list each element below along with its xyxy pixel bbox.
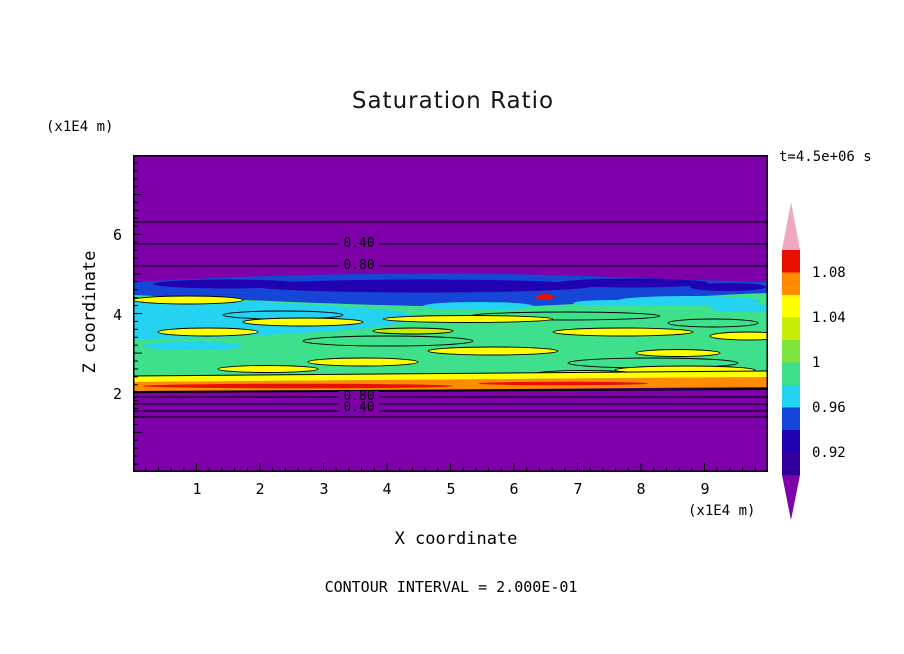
colorbar-segment <box>782 272 800 296</box>
time-annotation: t=4.5e+06 s <box>779 149 872 165</box>
colorbar-segment <box>782 317 800 341</box>
colorbar-segment <box>782 250 800 273</box>
contour-line-labels: 0.40 0.80 0.80 0.40 <box>339 236 379 415</box>
x-tick-label-8: 8 <box>636 480 646 498</box>
band-base-line <box>133 388 768 393</box>
colorbar-tick-label: 1.04 <box>812 309 846 326</box>
chart-title: Saturation Ratio <box>351 88 555 114</box>
colorbar-arrow-top <box>782 202 800 250</box>
red-streaks <box>143 381 648 389</box>
y-tick-label-2: 2 <box>112 385 122 403</box>
y-tick-label-4: 4 <box>112 306 122 324</box>
x-axis-label: X coordinate <box>394 529 518 549</box>
colorbar-segment <box>782 452 800 476</box>
lower-contour-lines <box>133 396 768 418</box>
yellow-transition-band <box>133 371 768 382</box>
y-tick-label-6: 6 <box>112 226 122 244</box>
x-tick-label-4: 4 <box>382 480 392 498</box>
colorbar-arrow-bottom <box>782 475 800 520</box>
colorbar-segment <box>782 340 800 363</box>
plot-frame <box>133 155 768 472</box>
contour-label-040-bottom: 0.40 <box>343 400 374 415</box>
contour-plot: 0.40 0.80 0.80 0.40 <box>133 155 768 472</box>
colorbar-segment <box>782 362 800 386</box>
contour-label-080-top: 0.80 <box>343 258 374 273</box>
yellow-band-topline <box>133 370 768 377</box>
colorbar-segment <box>782 295 800 318</box>
y-axis-units: (x1E4 m) <box>46 119 114 135</box>
x-tick-label-1: 1 <box>192 480 202 498</box>
colorbar <box>782 202 800 520</box>
colorbar-tick-label: 1 <box>812 354 821 371</box>
x-axis-units: (x1E4 m) <box>688 503 756 519</box>
colorbar-segment <box>782 407 800 431</box>
x-tick-label-9: 9 <box>700 480 710 498</box>
x-tick-label-7: 7 <box>573 480 583 498</box>
axis-ticks <box>134 162 756 471</box>
x-tick-label-3: 3 <box>319 480 329 498</box>
colorbar-tick-label: 0.96 <box>812 399 846 416</box>
x-tick-label-5: 5 <box>446 480 456 498</box>
x-tick-label-6: 6 <box>509 480 519 498</box>
contour-interval-note: CONTOUR INTERVAL = 2.000E-01 <box>324 578 578 596</box>
contour-outline-lenses <box>222 310 759 369</box>
colorbar-segment <box>782 385 800 408</box>
colorbar-tick-label: 1.08 <box>812 264 846 281</box>
contour-label-080-bottom: 0.80 <box>343 389 374 404</box>
upper-contour-lines <box>133 221 768 267</box>
contour-label-040-top: 0.40 <box>343 236 374 251</box>
navy-streaks <box>153 278 766 293</box>
colorbar-tick-label: 0.92 <box>812 444 846 461</box>
x-tick-label-2: 2 <box>255 480 265 498</box>
colorbar-segments <box>782 250 800 476</box>
colorbar-segment <box>782 430 800 453</box>
